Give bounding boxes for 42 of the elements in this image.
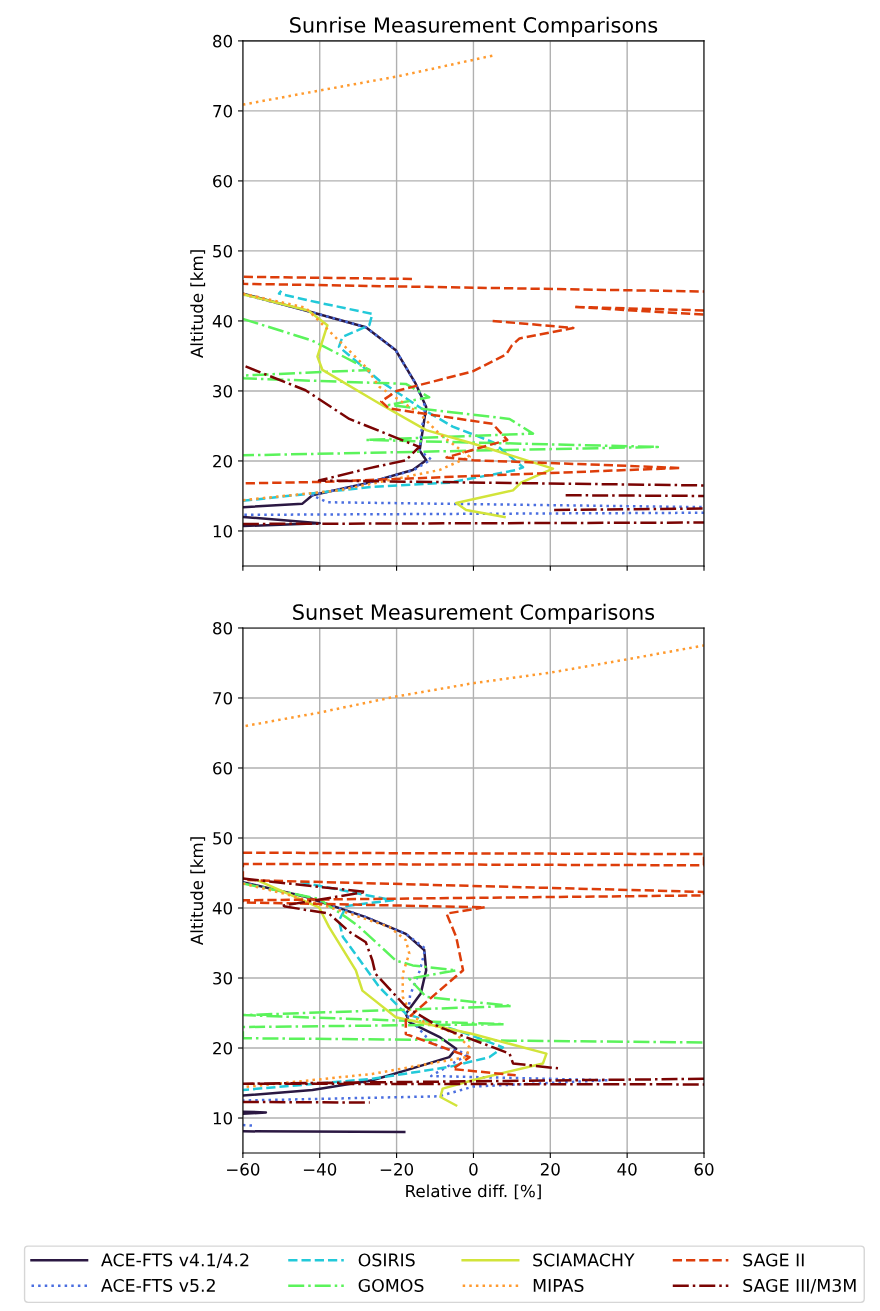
line-series	[242, 882, 704, 1044]
x-tick-label: 0	[469, 1163, 478, 1176]
y-tick-label: 60	[213, 761, 233, 775]
line-series	[242, 317, 660, 457]
legend-label: SAGE III/M3M	[743, 1278, 856, 1294]
chart-title: Sunrise Measurement Comparisons	[290, 16, 658, 37]
y-axis-title: Altitude [km]	[190, 250, 206, 358]
legend-label: GOMOS	[358, 1278, 424, 1293]
y-tick-label: 40	[212, 901, 233, 915]
x-tick-label: 60	[694, 1163, 714, 1176]
legend-label: SAGE II	[743, 1253, 804, 1267]
y-tick-label: 40	[212, 314, 233, 328]
line-series	[242, 851, 704, 1077]
x-tick-label: −60	[227, 1163, 260, 1176]
y-tick-label: 20	[213, 454, 233, 468]
legend-label: ACE-FTS v4.1/4.2	[101, 1253, 249, 1268]
line-series	[242, 293, 555, 519]
y-tick-label: 80	[213, 621, 233, 635]
y-tick-label: 20	[213, 1041, 233, 1055]
y-tick-label: 50	[213, 831, 233, 845]
x-tick-label: −40	[303, 1163, 337, 1176]
y-axis-title: Altitude [km]	[190, 837, 206, 946]
y-tick-label: 10	[213, 1111, 233, 1125]
y-tick-label: 70	[213, 691, 233, 705]
x-axis-title: Relative diff. [%]	[406, 1184, 541, 1200]
legend-label: MIPAS	[533, 1278, 584, 1293]
y-tick-label: 60	[213, 174, 233, 188]
y-tick-label: 80	[213, 34, 233, 48]
y-tick-label: 70	[213, 104, 233, 118]
y-tick-label: 10	[213, 524, 233, 538]
line-series	[242, 289, 525, 503]
legend-label: SCIAMACHY	[533, 1253, 635, 1267]
x-tick-label: −20	[380, 1163, 414, 1176]
legend-label: ACE-FTS v5.2	[101, 1278, 215, 1293]
line-series	[242, 880, 505, 1092]
legend-label: OSIRIS	[358, 1253, 415, 1267]
x-tick-label: 20	[540, 1163, 560, 1176]
y-tick-label: 30	[213, 384, 233, 398]
y-tick-label: 30	[213, 971, 233, 985]
y-tick-label: 50	[213, 244, 233, 258]
chart-title: Sunset Measurement Comparisons	[293, 603, 655, 624]
x-tick-label: 40	[617, 1163, 637, 1176]
